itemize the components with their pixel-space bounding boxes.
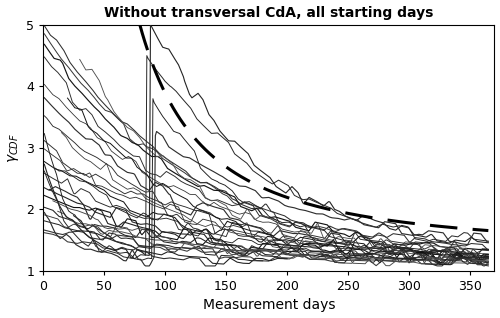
Y-axis label: $\gamma_{CDF}$: $\gamma_{CDF}$	[6, 133, 20, 163]
X-axis label: Measurement days: Measurement days	[202, 299, 335, 313]
Title: Without transversal CdA, all starting days: Without transversal CdA, all starting da…	[104, 5, 434, 19]
